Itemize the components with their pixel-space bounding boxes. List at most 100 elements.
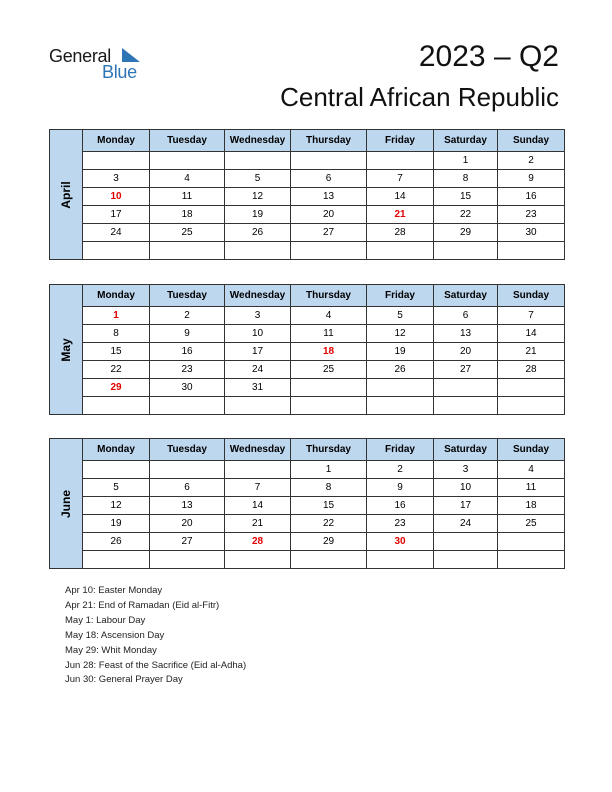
day-cell xyxy=(82,550,150,569)
day-cell: 6 xyxy=(433,306,498,325)
day-cell: 19 xyxy=(82,514,150,533)
day-cell: 15 xyxy=(82,342,150,361)
day-cell: 12 xyxy=(366,324,434,343)
day-cell: 19 xyxy=(224,205,291,224)
week-row: 22 23 24 25 26 27 28 xyxy=(50,360,565,379)
day-cell: 17 xyxy=(433,496,498,515)
day-cell: 23 xyxy=(149,360,225,379)
month-table: April Monday Tuesday Wednesday Thursday Frida… xyxy=(49,129,565,260)
day-cell: 23 xyxy=(497,205,565,224)
month-name: May xyxy=(59,337,73,362)
weekday-header: Tuesday xyxy=(149,284,225,307)
holiday-day-cell: 28 xyxy=(224,532,291,551)
day-cell xyxy=(366,550,434,569)
weekday-header: Monday xyxy=(82,284,150,307)
day-cell: 30 xyxy=(149,378,225,397)
day-cell: 28 xyxy=(366,223,434,242)
weekday-header: Saturday xyxy=(433,438,498,461)
holiday-day-cell: 1 xyxy=(82,306,150,325)
day-cell: 21 xyxy=(224,514,291,533)
month-table: May Monday Tuesday Wednesday Thursday Friday S… xyxy=(49,284,565,415)
holiday-day-cell: 18 xyxy=(290,342,367,361)
day-cell xyxy=(224,550,291,569)
day-cell: 20 xyxy=(149,514,225,533)
day-cell: 21 xyxy=(497,342,565,361)
day-cell: 12 xyxy=(224,187,291,206)
day-cell: 8 xyxy=(290,478,367,497)
day-cell: 31 xyxy=(224,378,291,397)
day-cell: 25 xyxy=(497,514,565,533)
week-row: 15 16 17 18 19 20 21 xyxy=(50,342,565,361)
day-cell: 26 xyxy=(224,223,291,242)
day-cell xyxy=(433,241,498,260)
week-row xyxy=(50,550,565,569)
day-cell xyxy=(290,378,367,397)
day-cell: 28 xyxy=(497,360,565,379)
day-cell xyxy=(224,460,291,479)
day-cell xyxy=(290,241,367,260)
day-cell: 22 xyxy=(433,205,498,224)
month-name: April xyxy=(59,180,73,209)
week-row: 29 30 31 xyxy=(50,378,565,397)
holiday-day-cell: 29 xyxy=(82,378,150,397)
day-cell xyxy=(366,378,434,397)
day-cell xyxy=(290,550,367,569)
week-row: 12 13 14 15 16 17 18 xyxy=(50,496,565,515)
day-cell: 3 xyxy=(433,460,498,479)
day-cell: 30 xyxy=(497,223,565,242)
holiday-note: May 29: Whit Monday xyxy=(65,644,157,656)
month-label-cell: June xyxy=(49,438,83,569)
day-cell xyxy=(290,396,367,415)
holiday-note: Apr 21: End of Ramadan (Eid al-Fitr) xyxy=(65,599,220,611)
day-cell xyxy=(82,396,150,415)
weekday-header: Wednesday xyxy=(224,284,291,307)
day-cell: 10 xyxy=(224,324,291,343)
day-cell: 15 xyxy=(433,187,498,206)
week-row: 24 25 26 27 28 29 30 xyxy=(50,223,565,242)
weekday-header: Wednesday xyxy=(224,438,291,461)
day-cell: 9 xyxy=(497,169,565,188)
holiday-note: Jun 28: Feast of the Sacrifice (Eid al-A… xyxy=(65,659,247,671)
day-cell: 9 xyxy=(366,478,434,497)
day-cell: 4 xyxy=(149,169,225,188)
day-cell: 18 xyxy=(497,496,565,515)
day-cell: 7 xyxy=(224,478,291,497)
day-cell: 7 xyxy=(497,306,565,325)
day-cell xyxy=(149,460,225,479)
holiday-day-cell: 10 xyxy=(82,187,150,206)
day-cell: 24 xyxy=(82,223,150,242)
day-cell xyxy=(433,396,498,415)
day-cell: 17 xyxy=(224,342,291,361)
day-cell: 18 xyxy=(149,205,225,224)
day-cell xyxy=(82,460,150,479)
weekday-header: Sunday xyxy=(497,129,565,152)
day-cell: 29 xyxy=(433,223,498,242)
day-cell xyxy=(82,241,150,260)
logo-flag-icon xyxy=(122,48,140,62)
day-cell: 22 xyxy=(290,514,367,533)
day-cell xyxy=(290,151,367,170)
day-cell xyxy=(497,378,565,397)
week-row xyxy=(50,396,565,415)
calendar-june: June Monday Tuesday Wednesday Thursday Friday… xyxy=(49,438,565,569)
day-cell: 2 xyxy=(149,306,225,325)
day-cell xyxy=(149,241,225,260)
weekday-header: Saturday xyxy=(433,129,498,152)
day-cell: 1 xyxy=(433,151,498,170)
day-cell: 11 xyxy=(497,478,565,497)
day-cell: 16 xyxy=(497,187,565,206)
week-row: 19 20 21 22 23 24 25 xyxy=(50,514,565,533)
day-cell: 9 xyxy=(149,324,225,343)
week-row: 17 18 19 20 21 22 23 xyxy=(50,205,565,224)
weekday-header: Thursday xyxy=(290,284,367,307)
day-cell: 24 xyxy=(433,514,498,533)
day-cell: 6 xyxy=(290,169,367,188)
weekday-header: Monday xyxy=(82,438,150,461)
day-cell xyxy=(433,378,498,397)
day-cell xyxy=(224,396,291,415)
holiday-day-cell: 30 xyxy=(366,532,434,551)
day-cell: 25 xyxy=(290,360,367,379)
